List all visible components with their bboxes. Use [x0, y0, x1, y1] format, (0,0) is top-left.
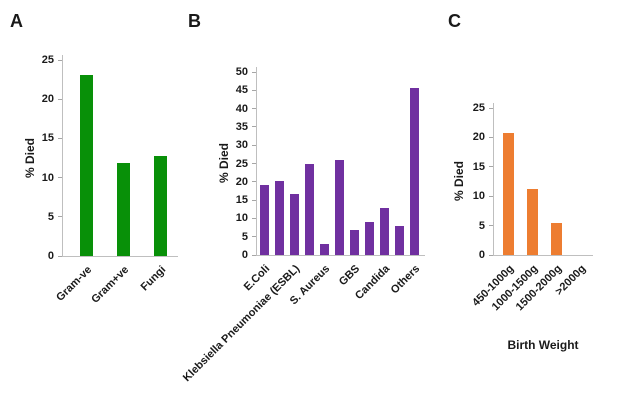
y-tick-label: 50	[235, 66, 248, 78]
x-axis-line	[256, 255, 425, 256]
y-tick-mark	[58, 59, 62, 61]
x-axis-line	[62, 256, 178, 257]
bar-Gram+ve	[116, 162, 130, 256]
bar-Fungi	[153, 156, 167, 256]
bar-450-1000g	[502, 132, 514, 255]
y-tick-label: 20	[472, 131, 485, 144]
y-axis-line	[493, 103, 494, 255]
bar-Gram-ve	[79, 74, 93, 256]
bar-unlabeled-7	[364, 222, 374, 255]
bar-unlabeled-3	[304, 163, 314, 255]
panel-letter-b: B	[188, 11, 201, 31]
y-tick-label: 0	[241, 249, 248, 261]
y-tick-mark	[489, 195, 493, 197]
bar-E.Coli	[259, 184, 269, 255]
x-axis-line	[493, 255, 593, 256]
y-tick-mark	[252, 181, 256, 183]
y-tick-label: 15	[41, 132, 54, 145]
y-tick-label: 5	[478, 219, 485, 232]
panel-letter-c: C	[448, 11, 461, 31]
y-axis-title-panel-c: % Died	[452, 161, 466, 202]
y-tick-label: 15	[235, 194, 248, 207]
y-tick-mark	[252, 236, 256, 238]
y-tick-mark	[252, 199, 256, 201]
y-tick-mark	[489, 166, 493, 168]
y-tick-mark	[58, 216, 62, 218]
x-axis-title-birth-weight: Birth Weight	[507, 338, 579, 352]
y-tick-label: 5	[47, 210, 54, 223]
y-tick-mark	[252, 108, 256, 110]
y-tick-label: 45	[235, 84, 248, 97]
y-tick-mark	[252, 217, 256, 219]
bar-1500-2000g	[550, 222, 562, 255]
y-tick-mark	[489, 107, 493, 109]
y-tick-mark	[58, 137, 62, 139]
y-tick-mark	[252, 126, 256, 128]
bar-unlabeled-9	[394, 225, 404, 255]
y-tick-label: 15	[472, 160, 485, 173]
y-axis-line	[62, 55, 63, 256]
y-tick-mark	[252, 144, 256, 146]
y-tick-label: 0	[478, 249, 485, 261]
y-tick-label: 5	[241, 230, 248, 243]
bar-1000-1500g	[526, 189, 538, 255]
y-tick-mark	[252, 254, 256, 256]
y-tick-label: 10	[472, 190, 485, 203]
bar-unlabeled-5	[334, 159, 344, 255]
y-tick-label: 10	[41, 171, 54, 184]
bar-Klebsiella Pneumoniae (ESBL)	[289, 193, 299, 255]
bar-Others	[409, 88, 419, 255]
y-tick-mark	[489, 225, 493, 227]
y-axis-line	[256, 67, 257, 255]
y-tick-label: 20	[235, 175, 248, 188]
y-tick-label: 25	[41, 54, 54, 66]
bar-Candida	[379, 208, 389, 255]
bar-GBS	[349, 230, 359, 255]
y-tick-mark	[58, 98, 62, 100]
bar-unlabeled-1	[274, 181, 284, 255]
y-tick-label: 0	[47, 250, 54, 262]
y-tick-label: 25	[472, 102, 485, 114]
y-axis-title-panel-a: % Died	[23, 138, 37, 179]
y-tick-mark	[58, 177, 62, 179]
y-tick-label: 30	[235, 139, 248, 152]
y-tick-mark	[252, 163, 256, 164]
y-tick-label: 20	[41, 93, 54, 106]
y-tick-label: 25	[235, 157, 248, 170]
y-tick-label: 10	[235, 212, 248, 225]
bar-S. Aureus	[319, 244, 329, 255]
y-tick-label: 35	[235, 120, 248, 133]
y-tick-mark	[489, 136, 493, 138]
y-tick-mark	[58, 255, 62, 257]
y-tick-label: 40	[235, 102, 248, 115]
y-tick-mark	[489, 254, 493, 256]
y-tick-mark	[252, 89, 256, 91]
y-tick-mark	[252, 71, 256, 73]
panel-letter-a: A	[10, 11, 23, 31]
